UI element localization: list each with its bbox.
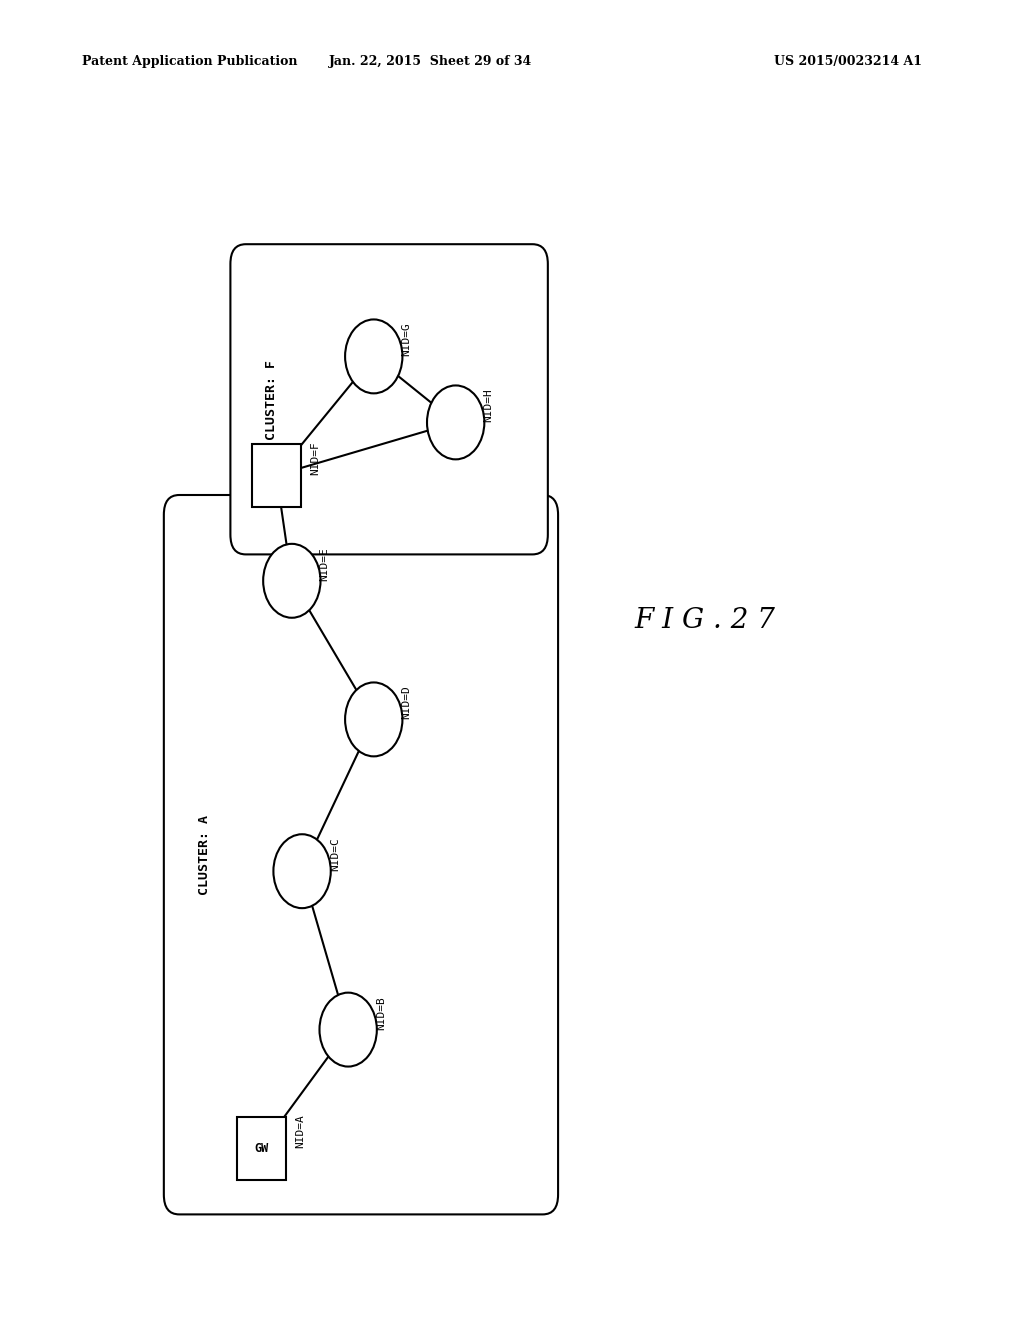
Text: CLUSTER: A: CLUSTER: A <box>199 816 211 895</box>
Text: NID=F: NID=F <box>310 441 321 475</box>
Text: NID=G: NID=G <box>401 322 412 356</box>
Text: Jan. 22, 2015  Sheet 29 of 34: Jan. 22, 2015 Sheet 29 of 34 <box>329 55 531 69</box>
Text: NID=H: NID=H <box>483 388 494 422</box>
Text: NID=C: NID=C <box>330 837 340 871</box>
Text: NID=E: NID=E <box>319 546 330 581</box>
Text: CLUSTER: F: CLUSTER: F <box>265 360 278 440</box>
Text: F I G . 2 7: F I G . 2 7 <box>635 607 776 634</box>
Text: Patent Application Publication: Patent Application Publication <box>82 55 297 69</box>
Text: US 2015/0023214 A1: US 2015/0023214 A1 <box>773 55 922 69</box>
Text: NID=D: NID=D <box>401 685 412 719</box>
Text: GW: GW <box>254 1142 268 1155</box>
Text: NID=B: NID=B <box>376 995 386 1030</box>
Text: NID=A: NID=A <box>295 1114 305 1148</box>
